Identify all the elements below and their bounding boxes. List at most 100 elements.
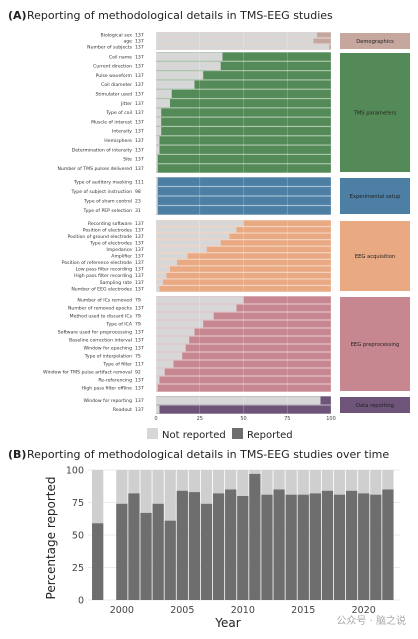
year-bar bbox=[297, 494, 309, 600]
panel-b-title: Reporting of methodological details in T… bbox=[27, 448, 389, 461]
row-n-label: 137 bbox=[135, 101, 144, 107]
row-n-label: 117 bbox=[135, 362, 144, 368]
row-label: Number of TMS pulses delivered bbox=[58, 166, 133, 172]
bar-reported bbox=[187, 253, 331, 259]
row-label: Coil name bbox=[109, 54, 132, 60]
panel-b-xtick-label: 2015 bbox=[291, 605, 315, 616]
bar-not-reported bbox=[156, 253, 188, 259]
row-label: Determination of intensity bbox=[72, 147, 133, 153]
bar-reported bbox=[157, 187, 331, 196]
bar-reported bbox=[161, 117, 331, 126]
bar-reported bbox=[313, 38, 331, 44]
group-name-experimental-setup: Experimental setup bbox=[350, 194, 401, 200]
panel-b-xtick-label: 2000 bbox=[110, 605, 134, 616]
bar-not-reported bbox=[156, 405, 160, 414]
legend-label-reported: Reported bbox=[247, 430, 293, 441]
panel-a-tick-label: 50 bbox=[240, 416, 246, 422]
bar-not-reported bbox=[156, 196, 158, 205]
year-bar bbox=[321, 490, 334, 600]
panel-a-tick-label: 75 bbox=[284, 416, 290, 422]
year-bar bbox=[164, 520, 176, 600]
panel-b-letter: (B) bbox=[8, 448, 26, 461]
legend-swatch-reported bbox=[232, 428, 243, 439]
year-bar bbox=[261, 494, 273, 600]
year-bar bbox=[212, 493, 225, 600]
panel-b-xtick-label: 2020 bbox=[352, 605, 376, 616]
bar-not-reported bbox=[156, 38, 314, 44]
row-label: High pass filter recording bbox=[74, 273, 132, 279]
panel-b-ytick-label: 100 bbox=[66, 466, 84, 477]
row-n-label: 137 bbox=[135, 129, 144, 135]
group-badge-tms-parameters bbox=[340, 53, 410, 172]
bar-reported bbox=[171, 89, 331, 98]
bar-reported bbox=[203, 320, 331, 328]
bar-reported bbox=[185, 344, 331, 352]
row-label: Impedance bbox=[106, 247, 132, 253]
bar-not-reported bbox=[156, 127, 162, 136]
row-label: Intensity bbox=[112, 129, 132, 135]
bar-reported bbox=[170, 99, 331, 108]
row-label: Current direction bbox=[93, 64, 132, 70]
row-n-label: 137 bbox=[135, 91, 144, 97]
bar-reported bbox=[161, 127, 331, 136]
year-bar bbox=[176, 490, 188, 600]
row-n-label: 137 bbox=[135, 247, 144, 253]
group-name-data-reporting: Data reporting bbox=[356, 403, 394, 409]
bar-not-reported bbox=[156, 32, 317, 38]
group-badge-eeg-preprocessing bbox=[340, 297, 410, 391]
row-n-label: 75 bbox=[135, 354, 141, 360]
row-n-label: 137 bbox=[135, 54, 144, 60]
bar-not-reported bbox=[156, 136, 160, 145]
year-bar bbox=[225, 489, 237, 600]
row-label: Re-referencing bbox=[98, 378, 132, 384]
bar-reported bbox=[194, 80, 331, 89]
row-label: Number of EEG electrodes bbox=[71, 286, 132, 292]
bar-reported bbox=[170, 266, 331, 272]
row-n-label: 137 bbox=[135, 241, 144, 247]
row-label: Method used to discard ICs bbox=[70, 314, 133, 320]
group-name-eeg-preprocessing: EEG preprocessing bbox=[351, 342, 400, 348]
panel-b-ytick-label: 25 bbox=[72, 563, 84, 574]
row-label: Baseline correction interval bbox=[69, 338, 132, 344]
row-n-label: 79 bbox=[135, 298, 141, 304]
row-label: Window for TMS pulse artifact removal bbox=[43, 370, 132, 376]
row-label: Number of ICs removed bbox=[77, 298, 132, 304]
row-n-label: 137 bbox=[135, 280, 144, 286]
row-n-label: 137 bbox=[135, 64, 144, 70]
bar-reported bbox=[157, 196, 331, 205]
bar-not-reported bbox=[156, 336, 190, 344]
panel-b-ylabel: Percentage reported bbox=[44, 477, 58, 600]
row-n-label: 137 bbox=[135, 267, 144, 273]
panel-b-ytick-label: 50 bbox=[72, 531, 84, 542]
bar-not-reported bbox=[156, 368, 165, 376]
group-badge-experimental-setup bbox=[340, 178, 410, 214]
bar-not-reported bbox=[156, 108, 162, 117]
bar-not-reported bbox=[156, 80, 195, 89]
year-bar bbox=[309, 493, 321, 600]
bar-reported bbox=[173, 360, 331, 368]
bar-reported bbox=[203, 71, 331, 80]
row-n-label: 31 bbox=[135, 208, 141, 214]
bar-not-reported bbox=[156, 246, 207, 253]
row-label: Sampling rate bbox=[100, 280, 132, 286]
bar-not-reported bbox=[156, 352, 183, 360]
row-n-label: 23 bbox=[135, 198, 141, 204]
bar-reported bbox=[159, 136, 331, 145]
row-label: Recording software bbox=[88, 221, 132, 227]
row-label: Type of subject instruction bbox=[70, 189, 132, 195]
panel-b-ytick-label: 0 bbox=[78, 596, 84, 607]
year-bar bbox=[358, 493, 370, 600]
year-bar bbox=[333, 494, 346, 600]
year-bar bbox=[200, 503, 213, 600]
row-n-label: 137 bbox=[135, 306, 144, 312]
row-label: Number of removed epochs bbox=[68, 306, 133, 312]
row-label: Type of filter bbox=[102, 362, 132, 368]
group-name-tms-parameters: TMS parameters bbox=[353, 111, 397, 117]
bar-not-reported bbox=[156, 187, 158, 196]
bar-not-reported bbox=[156, 240, 221, 246]
panel-a-letter: (A) bbox=[8, 9, 27, 22]
row-n-label: 137 bbox=[135, 398, 144, 404]
year-bar bbox=[249, 473, 261, 600]
year-bar bbox=[237, 496, 249, 600]
row-label: Site bbox=[123, 157, 132, 163]
